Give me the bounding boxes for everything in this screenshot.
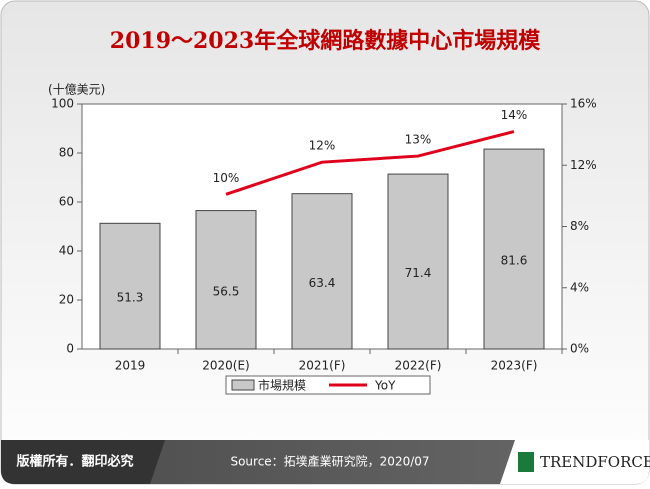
chart-title: 2019～2023年全球網路數據中心市場規模 — [110, 28, 541, 54]
legend-label: 市場規模 — [258, 378, 306, 393]
y-tick-label: 80 — [59, 146, 74, 160]
bar — [99, 222, 161, 350]
y2-tick-label: 8% — [570, 219, 589, 233]
x-tick-label: 2021(F) — [299, 359, 346, 373]
legend-box — [225, 375, 431, 395]
line-value-label: 13% — [405, 133, 432, 147]
bar-value-label: 81.6 — [501, 254, 528, 268]
line-value-label: 14% — [501, 108, 528, 122]
bar-value-label: 71.4 — [405, 266, 432, 280]
source: Source：拓墣產業研究院，2020/07 — [230, 454, 429, 469]
y2-tick-label: 4% — [570, 280, 589, 294]
y2-tick-label: 12% — [570, 158, 597, 172]
y-tick-label: 20 — [59, 293, 74, 307]
yoy-line — [225, 130, 515, 196]
y-axis-title: (十億美元) — [48, 83, 105, 97]
y-tick-label: 0 — [66, 342, 74, 356]
bar — [195, 210, 257, 350]
bar — [483, 148, 545, 350]
legend-swatch — [231, 379, 255, 391]
x-tick-label: 2022(F) — [395, 359, 442, 373]
copyright: 版權所有．翻印必究 — [16, 454, 133, 470]
line-value-label: 10% — [213, 171, 240, 185]
x-tick-label: 2019 — [115, 359, 146, 373]
y2-tick-label: 16% — [570, 97, 597, 111]
bar-value-label: 51.3 — [117, 291, 144, 305]
y-tick-label: 100 — [51, 97, 74, 111]
footer-right — [500, 440, 649, 484]
bar — [291, 193, 353, 350]
y-tick-label: 60 — [59, 195, 74, 209]
legend-label: YoY — [374, 379, 396, 393]
bar — [387, 173, 449, 350]
line-value-label: 12% — [309, 139, 336, 153]
x-tick-label: 2023(F) — [491, 359, 538, 373]
logo-icon — [518, 452, 534, 472]
footer-left — [1, 440, 165, 484]
y2-tick-label: 0% — [570, 342, 589, 356]
y-tick-label: 40 — [59, 244, 74, 258]
footer-bar — [1, 440, 649, 484]
logo: TRENDFORCE — [540, 453, 650, 471]
bar-value-label: 63.4 — [309, 276, 336, 290]
bar-value-label: 56.5 — [213, 284, 240, 298]
x-tick-label: 2020(E) — [202, 359, 249, 373]
